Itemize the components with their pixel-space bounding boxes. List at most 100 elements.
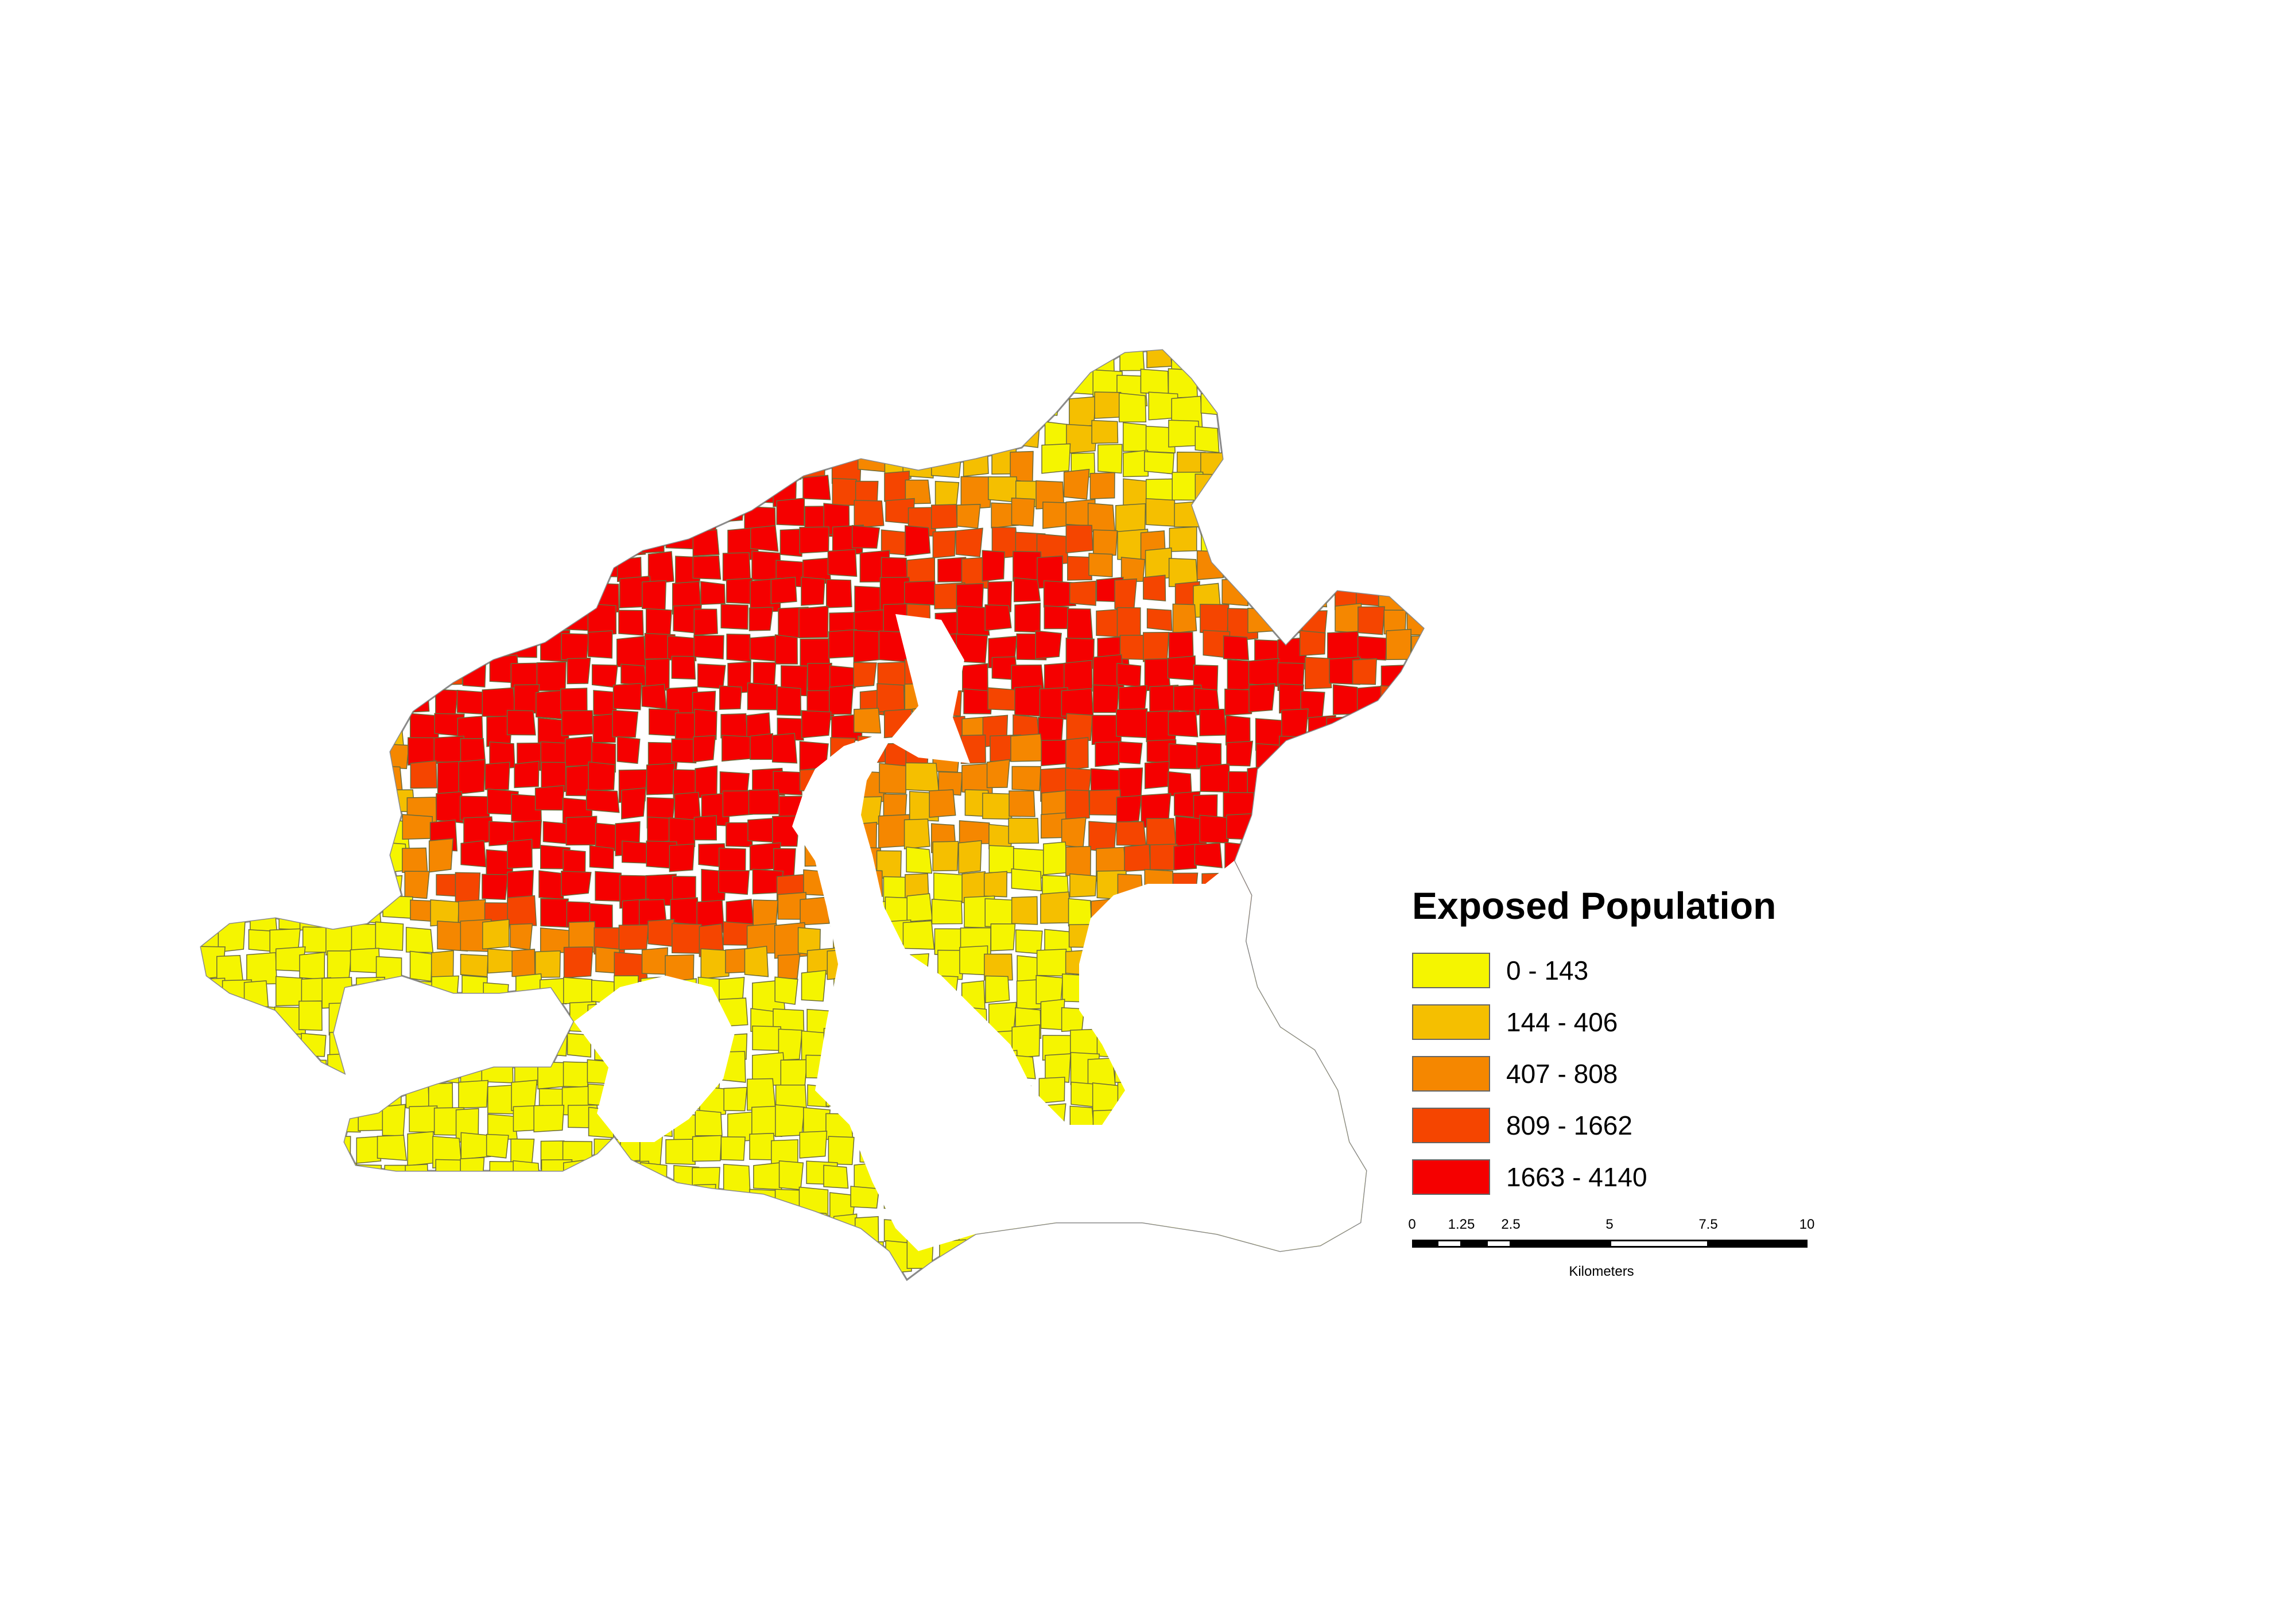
census-tract xyxy=(670,897,700,926)
census-tract xyxy=(305,710,333,746)
census-tract xyxy=(1335,560,1359,586)
census-tract xyxy=(1011,497,1035,527)
census-tract xyxy=(1275,480,1302,512)
census-tract xyxy=(589,449,614,473)
census-tract xyxy=(222,496,251,529)
census-tract xyxy=(562,1187,587,1213)
census-tract xyxy=(1116,821,1147,846)
census-tract xyxy=(779,399,804,427)
census-tract xyxy=(377,1135,408,1161)
census-tract xyxy=(402,1236,435,1261)
census-tract xyxy=(377,1212,407,1236)
census-tract xyxy=(408,1004,435,1039)
census-tract xyxy=(639,397,668,426)
census-tract xyxy=(641,947,669,975)
census-tract xyxy=(1382,1082,1415,1112)
census-tract xyxy=(1227,421,1256,448)
census-tract xyxy=(303,845,329,876)
census-tract xyxy=(381,574,406,609)
census-tract xyxy=(480,391,505,422)
census-tract xyxy=(537,1005,562,1037)
census-tract xyxy=(537,1061,568,1090)
census-tract xyxy=(640,1210,666,1237)
census-tract xyxy=(299,952,325,980)
census-tract xyxy=(298,524,328,550)
census-tract xyxy=(778,1160,804,1190)
census-tract xyxy=(201,743,218,767)
census-tract xyxy=(774,976,798,1005)
census-tract xyxy=(1328,846,1354,872)
census-tract xyxy=(295,767,323,794)
census-tract xyxy=(352,608,380,643)
census-tract xyxy=(271,844,297,870)
census-tract xyxy=(1042,350,1068,368)
census-tract xyxy=(799,526,829,554)
census-tract xyxy=(1331,391,1359,421)
census-tract xyxy=(300,821,323,855)
census-tract xyxy=(379,526,406,557)
census-tract xyxy=(666,503,697,530)
census-tract xyxy=(1379,898,1403,930)
scale-segment xyxy=(1437,1240,1462,1248)
census-tract xyxy=(536,661,567,692)
census-tract xyxy=(243,1109,270,1141)
census-tract xyxy=(1356,899,1384,933)
census-tract xyxy=(1325,350,1353,366)
census-tract xyxy=(201,1082,220,1111)
census-tract xyxy=(1122,422,1149,452)
census-tract xyxy=(854,397,880,430)
census-tract xyxy=(693,735,716,763)
census-tract xyxy=(1065,789,1090,821)
census-tract xyxy=(983,350,1014,370)
census-tract xyxy=(1411,635,1424,663)
census-tract xyxy=(1018,395,1049,423)
census-tract xyxy=(328,717,360,746)
census-tract xyxy=(405,418,429,449)
census-tract xyxy=(404,871,430,899)
census-tract xyxy=(648,708,679,736)
census-tract xyxy=(1303,557,1331,587)
census-tract xyxy=(1302,469,1327,498)
census-tract xyxy=(726,634,751,662)
census-tract xyxy=(695,476,721,507)
census-tract xyxy=(326,480,358,504)
census-tract xyxy=(224,663,250,694)
legend-label: 1663 - 4140 xyxy=(1506,1162,1647,1192)
census-tract xyxy=(1409,450,1424,480)
census-tract xyxy=(1145,498,1177,527)
census-tract xyxy=(641,684,667,710)
census-tract xyxy=(433,530,460,558)
census-tract xyxy=(379,604,406,630)
census-tract xyxy=(828,629,857,659)
census-tract xyxy=(1408,688,1424,715)
census-tract xyxy=(407,1131,434,1166)
census-tract xyxy=(1097,444,1123,474)
census-tract xyxy=(905,762,940,792)
census-tract xyxy=(938,392,963,419)
census-tract xyxy=(1273,816,1305,850)
census-tract xyxy=(510,1240,541,1272)
census-tract xyxy=(323,822,351,855)
census-tract xyxy=(722,790,753,818)
census-tract xyxy=(560,688,588,715)
census-tract xyxy=(566,479,598,506)
census-tract xyxy=(301,682,331,716)
census-tract xyxy=(719,685,742,710)
census-tract xyxy=(779,1243,810,1271)
census-tract xyxy=(383,743,409,770)
census-tract xyxy=(402,847,428,875)
census-tract xyxy=(356,1136,382,1164)
census-tract xyxy=(1252,950,1279,982)
census-tract xyxy=(201,868,222,896)
census-tract xyxy=(350,948,381,973)
census-tract xyxy=(1042,501,1069,529)
census-tract xyxy=(1302,895,1335,919)
census-tract xyxy=(1273,945,1300,972)
census-tract xyxy=(748,350,781,377)
census-tract xyxy=(201,398,222,432)
census-tract xyxy=(673,370,704,404)
census-tract xyxy=(403,683,430,713)
census-tract xyxy=(905,390,936,419)
census-tract xyxy=(771,732,798,764)
census-tract xyxy=(405,350,432,376)
